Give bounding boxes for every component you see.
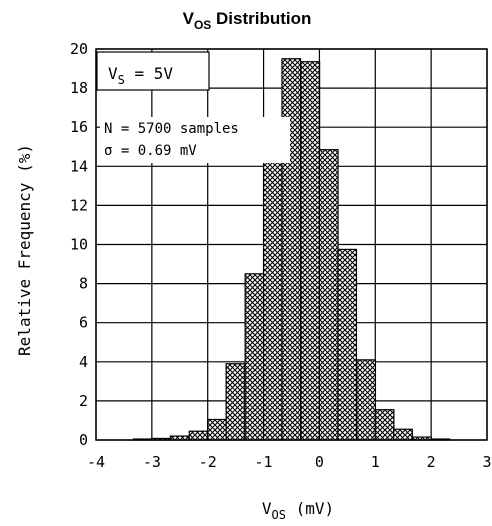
x-tick-label: -1 xyxy=(255,453,273,471)
histogram-bar xyxy=(207,418,227,441)
plot-frame xyxy=(95,48,488,441)
supply-voltage-label: VS = 5V xyxy=(108,64,173,87)
x-axis-label: VOS (mV) xyxy=(262,499,334,522)
y-tick-label: 10 xyxy=(70,236,88,254)
x-tick-label: 1 xyxy=(371,453,380,471)
y-tick-label: 20 xyxy=(70,40,88,58)
histogram-bar xyxy=(281,58,302,441)
chart-title: VOS Distribution xyxy=(183,9,312,32)
x-tick-label: -2 xyxy=(199,453,217,471)
x-tick-label: 0 xyxy=(315,453,324,471)
y-tick-label: 12 xyxy=(70,196,88,214)
histogram-bar xyxy=(337,248,358,441)
y-axis-label: Relative Frequency (%) xyxy=(15,144,34,356)
samples-label: N = 5700 samples xyxy=(104,121,239,137)
y-tick-label: 4 xyxy=(79,353,88,371)
histogram-bar xyxy=(244,273,265,441)
y-tick-label: 6 xyxy=(79,314,88,332)
y-tick-label: 14 xyxy=(70,157,88,175)
histogram-bar xyxy=(188,430,209,441)
sigma-label: σ = 0.69 mV xyxy=(104,143,197,159)
histogram-bar xyxy=(356,359,377,441)
y-tick-label: 18 xyxy=(70,79,88,97)
y-tick-label: 16 xyxy=(70,118,88,136)
annotation-box xyxy=(96,51,210,91)
histogram-bars xyxy=(132,58,451,441)
histogram-bar xyxy=(393,428,413,441)
samples-annotation-bg xyxy=(100,117,290,163)
x-tick-label: 2 xyxy=(427,453,436,471)
histogram-bar xyxy=(300,61,321,441)
histogram-bar xyxy=(225,363,246,441)
y-tick-label: 2 xyxy=(79,392,88,410)
histogram-bar xyxy=(374,409,395,441)
x-tick-label: 3 xyxy=(482,453,491,471)
x-tick-label: -4 xyxy=(87,453,105,471)
x-tick-label: -3 xyxy=(143,453,161,471)
histogram-bar xyxy=(262,142,283,441)
histogram-bar xyxy=(318,149,339,441)
y-tick-label: 0 xyxy=(79,431,88,449)
y-tick-label: 8 xyxy=(79,275,88,293)
